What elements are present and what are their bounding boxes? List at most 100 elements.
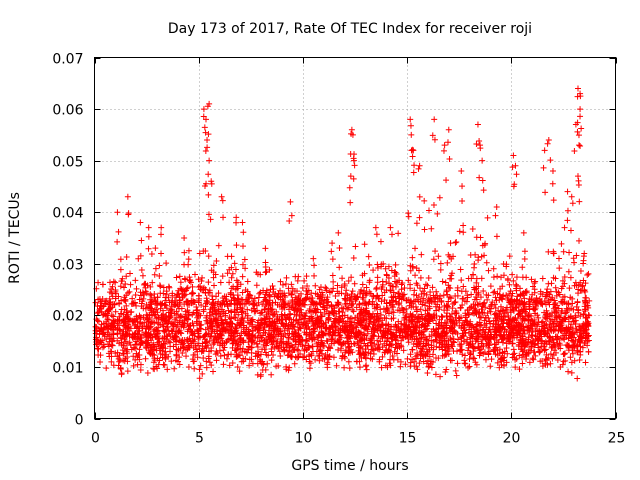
data-point [414,306,421,313]
data-point [519,264,526,271]
data-point [462,352,469,359]
data-point [360,296,367,303]
data-point [488,356,495,363]
data-point [311,336,318,343]
data-point [372,345,379,352]
data-point [394,290,401,297]
data-point [560,248,567,255]
data-point [501,362,508,369]
data-point [115,228,122,235]
data-point [262,349,269,356]
data-point [176,361,183,368]
data-point [205,211,212,218]
data-point [184,336,191,343]
data-point [478,306,485,313]
data-point [185,247,192,254]
data-point [417,274,424,281]
data-point [156,273,163,280]
data-point [383,271,390,278]
data-point [191,336,198,343]
data-point [334,282,341,289]
data-point [537,290,544,297]
x-tick-label: 15 [399,431,417,447]
data-point [351,319,358,326]
data-point [130,362,137,369]
data-point [195,313,202,320]
data-point [115,299,122,306]
data-point [388,330,395,337]
data-point [382,265,389,272]
data-point [492,329,499,336]
data-point [349,349,356,356]
data-point [575,309,582,316]
data-point [345,350,352,357]
data-point [332,293,339,300]
data-point [504,304,511,311]
data-point [416,162,423,169]
data-point [436,316,443,323]
data-point [514,297,521,304]
data-point [169,321,176,328]
data-point [471,296,478,303]
data-point [257,271,264,278]
data-point [550,197,557,204]
data-point [121,358,128,365]
data-point [437,266,444,273]
data-point [130,344,137,351]
data-point [426,353,433,360]
data-point [346,334,353,341]
data-point [203,364,210,371]
data-point [510,298,517,305]
data-point [148,318,155,325]
data-point [218,193,225,200]
data-point [334,288,341,295]
data-point [531,279,538,286]
data-point [256,290,263,297]
data-point [569,350,576,357]
data-point [180,293,187,300]
data-point [166,330,173,337]
data-point [295,294,302,301]
data-point [384,327,391,334]
data-point [147,307,154,314]
data-point [316,352,323,359]
data-point [577,337,584,344]
data-point [352,243,359,250]
data-point [162,340,169,347]
data-point [164,324,171,331]
data-point [233,219,240,226]
data-point [565,368,572,375]
data-point [224,253,231,260]
data-point [401,326,408,333]
data-point [147,283,154,290]
data-point [204,320,211,327]
data-point [283,340,290,347]
data-point [108,358,115,365]
data-point [397,363,404,370]
data-point [283,274,290,281]
data-point [472,251,479,258]
data-point [228,285,235,292]
data-point [165,338,172,345]
data-point [574,85,581,92]
data-point [377,338,384,345]
data-point [378,364,385,371]
data-point [512,162,519,169]
data-point [173,274,180,281]
data-point [126,327,133,334]
data-point [377,238,384,245]
data-point [439,314,446,321]
data-point [479,309,486,316]
data-point [211,282,218,289]
data-point [340,318,347,325]
data-point [306,316,313,323]
data-point [421,197,428,204]
data-point [462,312,469,319]
data-point [97,352,104,359]
data-point [407,116,414,123]
data-point [479,331,486,338]
data-point [414,296,421,303]
data-point [167,339,174,346]
data-point [425,274,432,281]
data-point [454,336,461,343]
